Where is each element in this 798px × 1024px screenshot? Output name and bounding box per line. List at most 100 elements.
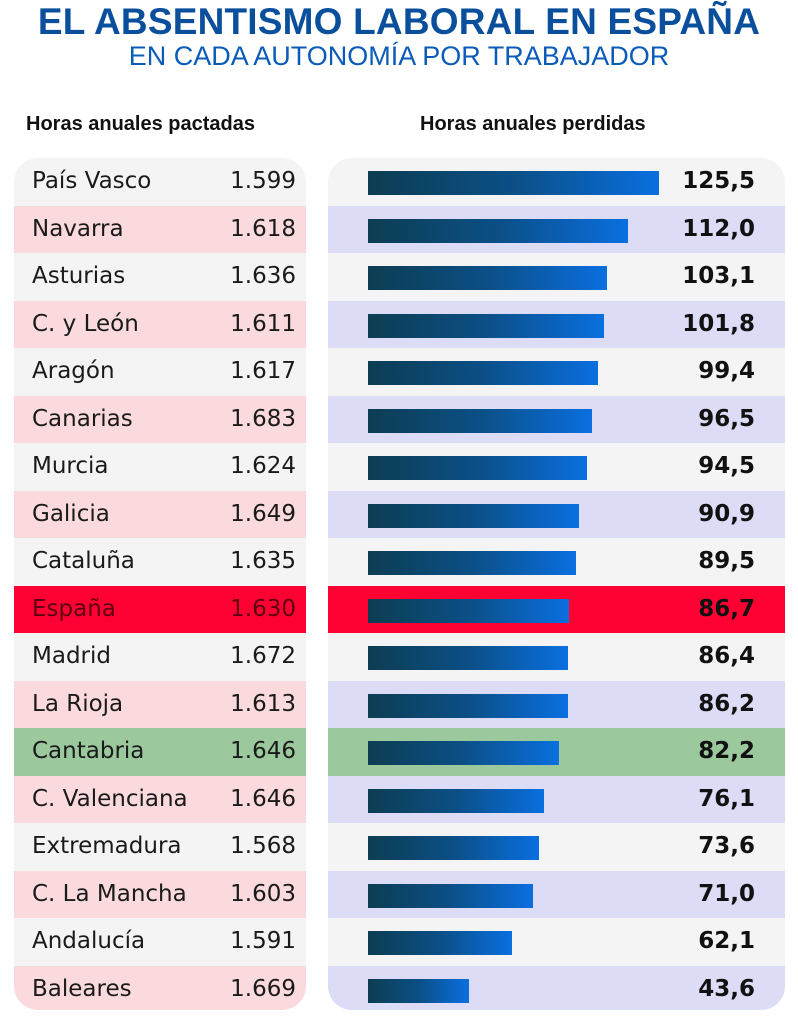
table-row: Murcia 1.624 [14,443,306,491]
agreed-hours-value: 1.611 [230,310,296,337]
region-label: Aragón [32,358,115,384]
region-label: Murcia [32,453,109,479]
agreed-hours-value: 1.568 [230,833,296,859]
lost-hours-bar [368,313,605,338]
lost-hours-bar [368,503,579,528]
table-row: España 1.630 [14,585,306,633]
table-row: País Vasco 1.599 [14,158,306,206]
bar-row: 89,5 [328,538,785,586]
bar-row: 82,2 [328,728,785,776]
agreed-hours-value: 1.599 [230,168,296,194]
lost-hours-value: 99,4 [698,358,755,384]
lost-hours-bar [368,551,576,575]
lost-hours-value: 103,1 [682,263,755,289]
lost-hours-value: 94,5 [698,453,755,479]
lost-hours-value: 101,8 [682,310,755,337]
agreed-hours-value: 1.636 [230,263,296,289]
lost-hours-value: 76,1 [698,785,755,812]
lost-hours-value: 82,2 [698,738,755,764]
region-label: Cantabria [32,738,145,764]
table-row: Canarias 1.683 [14,395,306,443]
lost-hours-value: 62,1 [698,928,755,954]
bar-row: 71,0 [328,870,785,918]
lost-hours-value: 112,0 [682,215,755,242]
region-label: Extremadura [32,833,182,859]
region-label: Galicia [32,500,110,527]
agreed-hours-value: 1.618 [230,215,296,242]
region-label: Navarra [32,215,124,242]
bar-row: 73,6 [328,823,785,871]
chart-subtitle: EN CADA AUTONOMÍA POR TRABAJADOR [128,41,670,71]
region-label: País Vasco [32,168,152,194]
lost-hours-bar [368,788,545,813]
agreed-hours-value: 1.624 [230,453,296,479]
region-label: Madrid [32,643,111,669]
lost-hours-value: 86,2 [698,690,755,717]
lost-hours-value: 71,0 [698,880,755,907]
agreed-hours-value: 1.649 [230,500,296,527]
lost-hours-bar-chart: 125,5 112,0 103,1 101,8 99,4 96,5 94,5 90,9 89,5… [328,158,785,1010]
lost-hours-value: 96,5 [698,405,755,432]
lost-hours-bar [368,266,608,290]
bar-row: 86,2 [328,680,785,728]
lost-hours-value: 89,5 [698,548,755,574]
table-row: Cantabria 1.646 [14,728,306,776]
bar-row: 43,6 [328,965,785,1010]
table-row: C. Valenciana 1.646 [14,775,306,823]
region-label: La Rioja [32,690,124,717]
bar-row: 62,1 [328,918,785,966]
bar-row: 76,1 [328,775,785,823]
region-label: Andalucía [32,928,146,954]
agreed-hours-value: 1.672 [230,643,296,669]
bar-row: 86,4 [328,633,785,681]
agreed-hours-header: Horas anuales pactadas [26,113,255,135]
lost-hours-bar [368,598,570,623]
lost-hours-bar [368,408,592,433]
table-row: La Rioja 1.613 [14,680,306,728]
bar-row: 125,5 [328,158,785,206]
lost-hours-bar [368,646,569,670]
region-label: C. La Mancha [32,880,187,907]
lost-hours-bar [368,218,628,243]
bar-row: 96,5 [328,395,785,443]
agreed-hours-table: País Vasco 1.599 Navarra 1.618 Asturias 1.636… [14,158,306,1010]
agreed-hours-value: 1.646 [230,785,296,812]
lost-hours-bar [368,171,659,195]
lost-hours-bar [368,456,588,480]
lost-hours-bar [368,361,599,385]
table-row: Madrid 1.672 [14,633,306,681]
lost-hours-bar [368,741,559,765]
table-row: Aragón 1.617 [14,348,306,396]
table-row: Baleares 1.669 [14,965,306,1010]
lost-hours-value: 86,7 [698,595,755,622]
agreed-hours-value: 1.591 [230,928,296,954]
agreed-hours-value: 1.613 [230,690,296,717]
agreed-hours-value: 1.630 [230,595,296,622]
lost-hours-value: 43,6 [698,975,755,1002]
bar-row: 101,8 [328,300,785,348]
lost-hours-header: Horas anuales perdidas [420,113,646,135]
region-label: Asturias [32,263,126,289]
table-row: Andalucía 1.591 [14,918,306,966]
lost-hours-bar [368,883,533,908]
agreed-hours-value: 1.683 [230,405,296,432]
bar-row: 103,1 [328,253,785,301]
bar-row: 86,7 [328,585,785,633]
table-row: Asturias 1.636 [14,253,306,301]
region-label: Canarias [32,405,133,432]
lost-hours-bar [368,978,470,1003]
agreed-hours-value: 1.669 [230,975,296,1002]
table-row: C. y León 1.611 [14,300,306,348]
lost-hours-value: 86,4 [698,643,755,669]
agreed-hours-value: 1.617 [230,358,296,384]
bar-row: 99,4 [328,348,785,396]
table-row: Extremadura 1.568 [14,823,306,871]
bar-row: 90,9 [328,490,785,538]
table-row: Cataluña 1.635 [14,538,306,586]
lost-hours-value: 90,9 [698,500,755,527]
lost-hours-bar [368,693,568,718]
lost-hours-bar [368,836,539,860]
table-row: Galicia 1.649 [14,490,306,538]
agreed-hours-value: 1.603 [230,880,296,907]
bar-row: 112,0 [328,205,785,253]
